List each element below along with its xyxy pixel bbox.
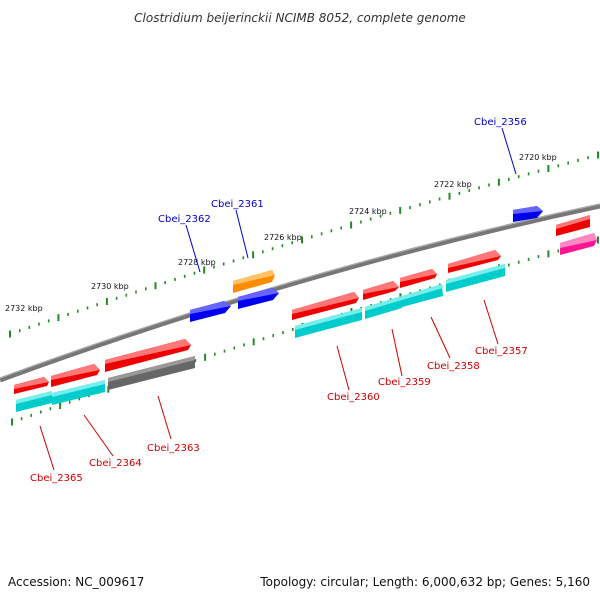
gene-cbei-2357-red[interactable]: [448, 250, 501, 273]
gene-cbei-2364-red[interactable]: [51, 364, 100, 387]
gene-cbei-2358-red[interactable]: [400, 269, 437, 288]
gene-cbei-2359-red[interactable]: [363, 281, 399, 300]
label-cbei-2364[interactable]: Cbei_2364: [89, 458, 142, 469]
leader-cbei-2364: [83, 414, 114, 457]
leader-cbei-2361: [235, 209, 249, 259]
kbp-label-2732: 2732 kbp: [5, 304, 43, 313]
gene-cbei-2363-red[interactable]: [105, 339, 191, 372]
gene-cbei-2364-cyan[interactable]: [52, 380, 105, 405]
leader-cbei-2360: [336, 345, 350, 391]
kbp-label-2722: 2722 kbp: [434, 180, 472, 189]
gene-cbei-2359-cyan[interactable]: [365, 296, 402, 319]
gene-cbei-2365-cyan[interactable]: [16, 391, 52, 412]
gene-cbei-2362[interactable]: [190, 301, 231, 322]
label-cbei-2359[interactable]: Cbei_2359: [378, 377, 431, 388]
kbp-label-2720: 2720 kbp: [519, 153, 557, 162]
label-cbei-2365[interactable]: Cbei_2365: [30, 473, 83, 484]
label-cbei-2358[interactable]: Cbei_2358: [427, 361, 480, 372]
leader-cbei-2356: [501, 127, 517, 175]
leader-cbei-2363: [157, 395, 172, 440]
leader-cbei-2357: [483, 299, 499, 345]
gene-red-right-edge-1[interactable]: [556, 215, 590, 236]
label-cbei-2363[interactable]: Cbei_2363: [147, 443, 200, 454]
genome-summary-text: Topology: circular; Length: 6,000,632 bp…: [259, 575, 590, 589]
leader-cbei-2365: [39, 425, 55, 471]
leader-cbei-2359: [391, 328, 403, 377]
kbp-label-2724: 2724 kbp: [349, 207, 387, 216]
gene-cbei-2360-red[interactable]: [292, 292, 359, 320]
gene-cbei-2360-cyan[interactable]: [295, 308, 362, 338]
genome-title: Clostridium beijerinckii NCIMB 8052, com…: [134, 11, 466, 25]
gene-cbei-2358-cyan[interactable]: [402, 284, 443, 307]
leader-cbei-2358: [430, 316, 451, 359]
accession-text: Accession: NC_009617: [8, 575, 144, 589]
gene-pink-right-edge[interactable]: [560, 233, 597, 255]
gene-cbei-2365-red[interactable]: [14, 377, 49, 394]
label-cbei-2362[interactable]: Cbei_2362: [158, 214, 211, 225]
kbp-label-2726: 2726 kbp: [264, 233, 302, 242]
label-cbei-2357[interactable]: Cbei_2357: [475, 346, 528, 357]
gene-cbei-2363-gray[interactable]: [108, 356, 195, 390]
gene-cbei-2361-orange[interactable]: [233, 270, 275, 293]
genome-backbone: [0, 203, 600, 383]
gene-cbei-2356[interactable]: [513, 206, 543, 222]
outer-scale-ticks: [9, 151, 599, 338]
gene-cbei-2361[interactable]: [238, 288, 279, 309]
label-cbei-2360[interactable]: Cbei_2360: [327, 392, 380, 403]
label-cbei-2361[interactable]: Cbei_2361: [211, 199, 264, 210]
kbp-label-2730: 2730 kbp: [91, 282, 129, 291]
label-cbei-2356[interactable]: Cbei_2356: [474, 117, 527, 128]
genome-backbone-highlight: [0, 203, 600, 379]
leader-cbei-2362: [185, 224, 201, 273]
gene-cbei-2357-cyan[interactable]: [446, 264, 505, 292]
